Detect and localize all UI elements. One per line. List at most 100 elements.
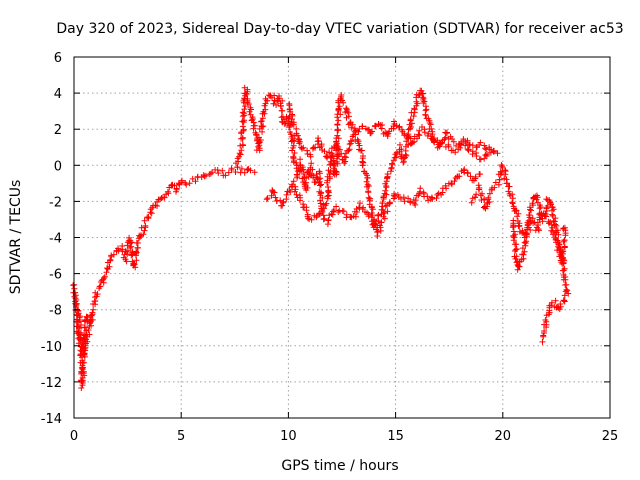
data-point [381, 209, 388, 216]
data-point [481, 197, 487, 203]
series-trace-mid-lower [263, 166, 483, 239]
data-point [509, 191, 516, 198]
data-point [106, 263, 113, 270]
data-point [374, 228, 381, 235]
data-point [550, 217, 557, 224]
data-point [300, 144, 307, 151]
data-point [495, 181, 502, 188]
chart-title: Day 320 of 2023, Sidereal Day-to-day VTE… [56, 21, 623, 37]
data-point [417, 185, 424, 192]
data-point [290, 121, 297, 128]
data-point [486, 199, 493, 205]
data-point [90, 306, 97, 313]
data-point [472, 194, 478, 201]
data-point [486, 190, 493, 197]
data-point [494, 150, 501, 157]
data-point [271, 189, 278, 196]
data-point [140, 231, 147, 238]
data-point [161, 194, 168, 201]
data-point [542, 210, 549, 217]
data-point [515, 263, 522, 269]
y-tick-label: 2 [54, 123, 62, 138]
x-tick-label: 20 [495, 429, 512, 444]
data-point [468, 199, 475, 206]
data-point [76, 325, 83, 332]
data-point [496, 176, 503, 183]
data-point [561, 237, 568, 244]
data-point [142, 222, 149, 229]
data-point [512, 246, 519, 253]
data-point [239, 118, 246, 125]
data-point [547, 200, 554, 206]
data-point [523, 233, 530, 240]
data-point [326, 149, 333, 156]
data-point [378, 219, 385, 226]
data-point [133, 248, 140, 255]
data-point [270, 100, 277, 107]
data-point [555, 243, 562, 250]
data-point [543, 196, 550, 203]
data-point [243, 91, 250, 98]
data-point [262, 106, 269, 113]
data-point [110, 251, 117, 258]
data-point [215, 170, 222, 177]
data-point [383, 191, 390, 198]
data-point [448, 180, 455, 187]
data-point [347, 137, 354, 144]
data-point [411, 138, 418, 145]
series-trace-mid-upper [286, 100, 501, 167]
data-point [245, 101, 252, 107]
data-point [75, 310, 82, 317]
data-point [336, 103, 343, 110]
data-point [321, 148, 328, 155]
data-point [219, 167, 226, 174]
data-point [141, 227, 148, 234]
data-point [549, 211, 556, 218]
data-point [77, 329, 84, 336]
data-point [258, 118, 265, 125]
data-point [369, 128, 376, 135]
data-point [526, 204, 533, 211]
data-point [360, 204, 367, 211]
data-point [327, 161, 334, 168]
x-tick-label: 25 [602, 429, 619, 444]
data-point [565, 290, 572, 297]
data-point [313, 171, 320, 178]
data-point [400, 159, 407, 166]
data-point [133, 239, 140, 246]
data-point [239, 109, 246, 116]
data-point [86, 331, 93, 338]
data-point [250, 125, 257, 132]
data-point [186, 180, 193, 187]
data-point [398, 146, 405, 153]
data-point [256, 134, 262, 141]
data-point [342, 109, 349, 116]
data-point [264, 97, 271, 104]
data-point [364, 175, 371, 181]
data-point [94, 291, 101, 298]
data-point [448, 181, 455, 188]
data-point [202, 172, 209, 179]
data-point [237, 151, 244, 158]
data-point [415, 131, 422, 138]
data-point [78, 385, 85, 391]
data-point [318, 189, 325, 196]
data-point [178, 179, 185, 186]
data-point [415, 192, 422, 199]
data-point [525, 217, 532, 224]
data-point [273, 102, 280, 108]
data-point [308, 160, 315, 167]
data-point [365, 189, 372, 196]
data-point [255, 143, 262, 150]
data-point [457, 144, 464, 151]
data-point [445, 143, 452, 150]
data-point [533, 196, 540, 203]
data-point [279, 107, 286, 114]
data-point [461, 166, 468, 173]
data-point [148, 210, 155, 217]
data-point [238, 165, 245, 172]
data-point [556, 244, 563, 251]
data-point [444, 129, 450, 136]
data-point [378, 125, 385, 132]
data-point [412, 197, 419, 204]
